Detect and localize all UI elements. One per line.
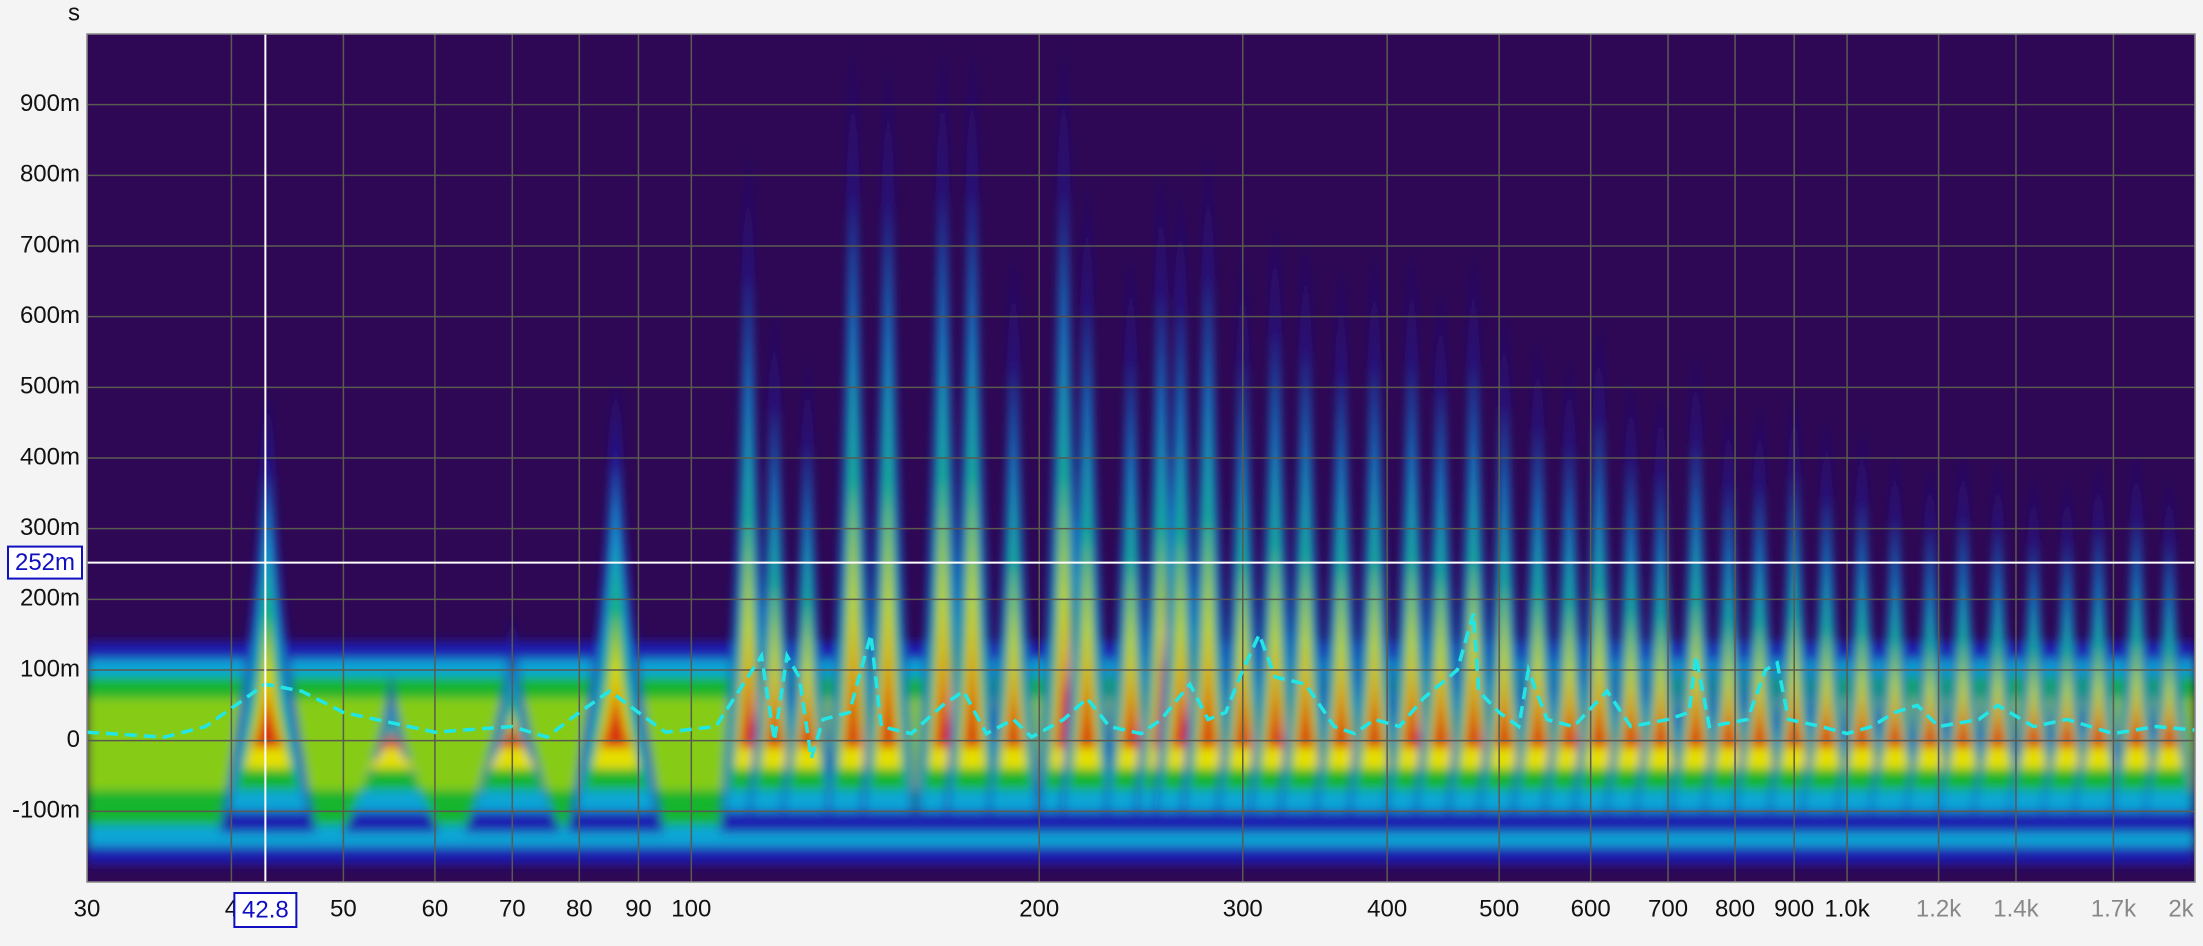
y-tick-label: 200m: [20, 585, 80, 612]
x-tick-label: 200: [1019, 895, 1059, 922]
resonance-layer: [2127, 686, 2146, 748]
x-tick-label: 60: [422, 895, 449, 922]
resonance: [1667, 344, 1724, 833]
x-tick-label: 500: [1479, 895, 1519, 922]
resonance: [567, 373, 664, 833]
x-tick-label: 1.7k: [2091, 895, 2137, 922]
resonance-layer: [1686, 667, 1705, 748]
resonance: [1866, 443, 1923, 833]
grid: [87, 34, 2195, 882]
resonance-layer: [1402, 647, 1421, 748]
resonance: [1798, 415, 1855, 833]
resonance: [1731, 401, 1788, 833]
resonance-layer: [1296, 644, 1315, 748]
resonance-layer: [1885, 686, 1904, 748]
y-tick-label: 400m: [20, 443, 80, 470]
resonance-layer: [1266, 640, 1285, 748]
overlay: [87, 34, 2195, 882]
heatmap: [87, 34, 2195, 865]
x-tick-label: 80: [566, 895, 593, 922]
y-tick-label: -100m: [12, 797, 80, 824]
x-tick-label: 600: [1571, 895, 1611, 922]
resonance-layer: [600, 672, 631, 748]
resonance: [746, 302, 803, 833]
cursor-x-box: [233, 892, 298, 928]
resonance-layer: [1464, 647, 1483, 748]
resonance: [1313, 260, 1370, 833]
x-tick-label: 90: [625, 895, 652, 922]
y-tick-label: 500m: [20, 373, 80, 400]
x-tick-label: 900: [1774, 895, 1814, 922]
resonance-layer: [1590, 661, 1608, 748]
cursor-x-label: 42.8: [242, 896, 289, 923]
x-tick-label: 1.4k: [1993, 895, 2039, 922]
y-tick-label: 600m: [20, 302, 80, 329]
resonance-layer: [2089, 689, 2108, 748]
y-tick-label: 0: [67, 726, 80, 753]
resonance-layer: [2024, 692, 2043, 748]
resonance-layer: [1954, 686, 1973, 748]
resonance-layer: [1750, 678, 1769, 748]
resonance-layer: [252, 675, 284, 748]
y-tick-label: 800m: [20, 161, 80, 188]
resonance: [2005, 472, 2062, 833]
x-tick-label: 1.0k: [1824, 895, 1870, 922]
resonance: [2108, 443, 2165, 833]
resonance-layer: [1988, 689, 2007, 748]
resonance: [2141, 472, 2195, 833]
resonance-layer: [1078, 633, 1097, 748]
cursor-y-label: 252m: [15, 549, 75, 576]
resonance-layer: [1621, 672, 1640, 748]
resonance-layer: [1651, 675, 1670, 748]
resonance-layer: [933, 604, 952, 748]
x-tick-label: 2k: [2168, 895, 2194, 922]
x-tick-label: 700: [1648, 895, 1688, 922]
resonance-layer: [1528, 664, 1547, 748]
resonance: [343, 670, 440, 833]
resonance-layer: [879, 607, 898, 748]
resonance-layer: [1171, 633, 1190, 748]
y-tick-label: 100m: [20, 655, 80, 682]
resonance-layer: [1817, 681, 1836, 748]
x-tick-label: 100: [671, 895, 711, 922]
resonance: [1570, 316, 1627, 833]
cursor-y-box: [7, 545, 83, 580]
x-tick-label: 30: [74, 895, 101, 922]
resonance-layer: [1332, 650, 1351, 748]
resonance: [1180, 140, 1237, 833]
x-tick-label: 1.2k: [1916, 895, 1962, 922]
resonance: [779, 352, 836, 833]
resonance-layer: [2160, 692, 2179, 748]
y-tick-label: 700m: [20, 231, 80, 258]
x-tick-label: 50: [330, 895, 357, 922]
x-tick-label: 400: [1367, 895, 1407, 922]
x-tick-label: 800: [1715, 895, 1755, 922]
resonance-layer: [1560, 668, 1579, 748]
resonance-layer: [1852, 682, 1871, 748]
x-tick-label: 70: [499, 895, 526, 922]
resonance-layer: [765, 658, 784, 748]
resonance-layer: [739, 626, 758, 748]
resonance-layer: [1719, 678, 1738, 748]
y-unit: s: [68, 0, 80, 26]
x-tick-label: 300: [1223, 895, 1263, 922]
resonance-layer: [1431, 654, 1450, 748]
resonance: [1935, 443, 1992, 833]
resonance: [860, 48, 917, 833]
resonance: [1277, 231, 1334, 833]
resonance: [1346, 246, 1403, 833]
resonance-layer: [798, 668, 817, 748]
y-tick-label: 300m: [20, 514, 80, 541]
resonance-layer: [367, 729, 415, 769]
group-delay-line: [87, 612, 2195, 759]
resonance-layer: [1121, 647, 1140, 748]
resonance: [985, 246, 1042, 833]
plot-border: [86, 33, 2196, 883]
y-tick-label: 900m: [20, 90, 80, 117]
resonance: [219, 387, 316, 833]
